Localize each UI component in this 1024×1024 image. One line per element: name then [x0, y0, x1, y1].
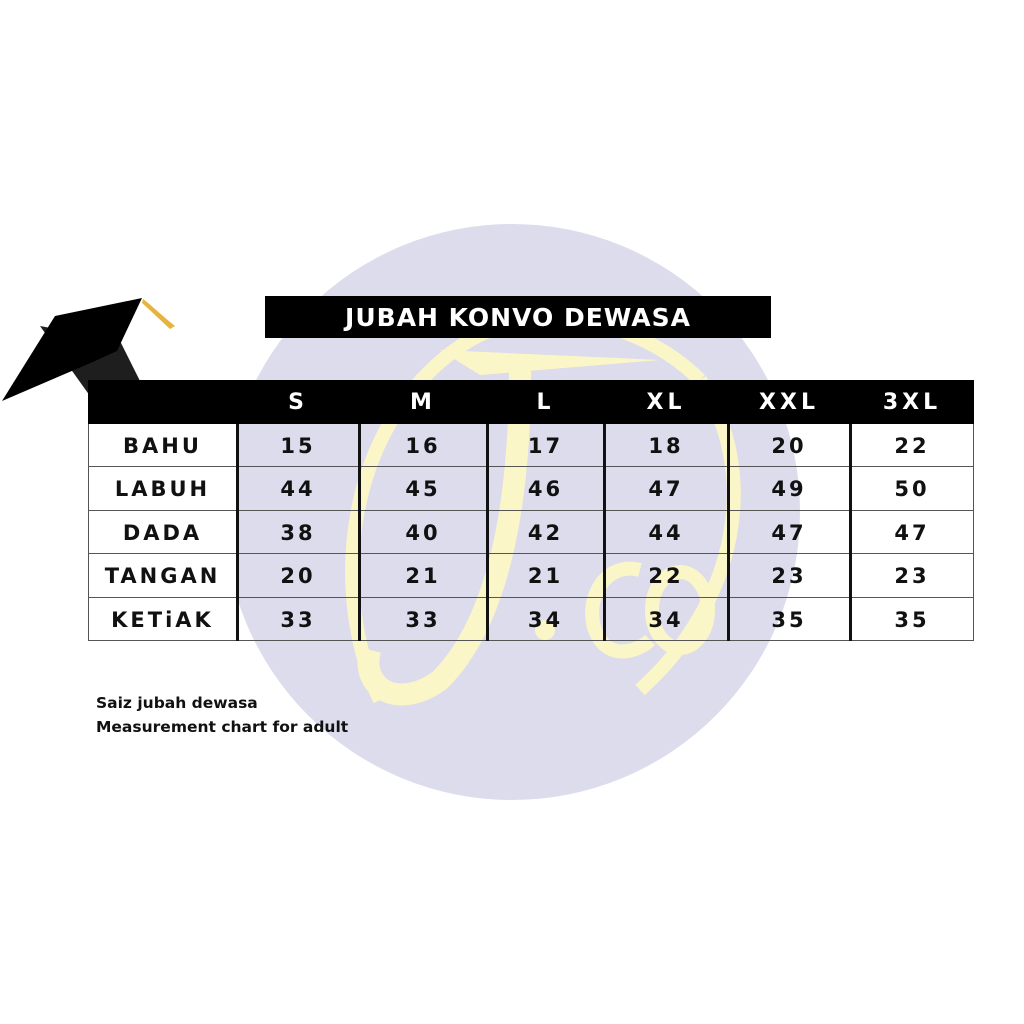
- table-cell: 34: [527, 607, 564, 632]
- table-cell: 22: [894, 434, 930, 458]
- column-header-s: S: [288, 390, 308, 415]
- table-cell: 44: [280, 477, 316, 502]
- row-divider: [88, 553, 974, 555]
- row-label: DADA: [88, 510, 237, 555]
- table-cell: 15: [280, 434, 316, 458]
- table-cell: 34: [648, 607, 684, 632]
- table-cell: 49: [771, 477, 807, 502]
- column-header-xxl: XXL: [759, 390, 819, 415]
- row-divider: [88, 509, 974, 511]
- graduation-cap-icon: [2, 298, 175, 401]
- table-cell: 33: [280, 607, 316, 632]
- table-cell: 23: [894, 564, 930, 589]
- table-cell: 21: [527, 564, 564, 589]
- table-row: TANGAN 20 21 21 22 23 23: [88, 554, 974, 598]
- table-cell: 50: [894, 477, 930, 502]
- table-row: BAHU 15 16 17 18 20 22: [88, 424, 974, 468]
- column-divider: [486, 424, 489, 641]
- table-header: S M L XL XXL 3XL: [88, 380, 974, 424]
- table-cell: 45: [405, 477, 441, 502]
- table-row: KETiAK 33 33 34 34 35 35: [88, 597, 974, 641]
- column-header-3xl: 3XL: [882, 390, 942, 415]
- table-cell: 35: [894, 607, 930, 632]
- table-cell: 42: [527, 520, 564, 545]
- table-cell: 18: [648, 434, 684, 458]
- size-table: BAHU 15 16 17 18 20 22 LABUH 44 45 46 47 49 50 DADA 38 4…: [88, 424, 974, 641]
- row-label: TANGAN: [88, 554, 237, 598]
- row-label: KETiAK: [88, 597, 237, 641]
- row-divider: [88, 596, 974, 598]
- table-cell: 21: [405, 564, 441, 589]
- row-divider: [88, 466, 974, 468]
- table-cell: 38: [280, 520, 316, 545]
- table-border: [88, 424, 89, 641]
- table-border: [973, 424, 974, 641]
- table-row: DADA 38 40 42 44 47 47: [88, 510, 974, 555]
- column-divider: [727, 424, 730, 641]
- table-cell: 47: [771, 520, 807, 545]
- chart-title: JUBAH KONVO DEWASA: [265, 296, 771, 338]
- table-cell: 47: [648, 477, 684, 502]
- table-row: LABUH 44 45 46 47 49 50: [88, 467, 974, 511]
- column-divider: [358, 424, 361, 641]
- table-cell: 44: [648, 520, 684, 545]
- table-cell: 47: [894, 520, 930, 545]
- column-header-m: M: [410, 390, 436, 415]
- row-label: BAHU: [88, 424, 237, 468]
- column-divider: [236, 424, 239, 641]
- table-cell: 40: [405, 520, 441, 545]
- table-cell: 17: [527, 434, 564, 458]
- table-cell: 33: [405, 607, 441, 632]
- table-cell: 20: [280, 564, 316, 589]
- column-divider: [849, 424, 852, 641]
- row-divider: [88, 640, 974, 641]
- column-header-l: L: [536, 390, 555, 415]
- table-cell: 35: [771, 607, 807, 632]
- table-cell: 20: [771, 434, 807, 458]
- row-label: LABUH: [88, 467, 237, 511]
- table-cell: 16: [405, 434, 441, 458]
- table-cell: 23: [771, 564, 807, 589]
- caption-line-1: Saiz jubah dewasa: [96, 694, 258, 712]
- column-divider: [603, 424, 606, 641]
- table-cell: 22: [648, 564, 684, 589]
- caption-line-2: Measurement chart for adult: [96, 718, 349, 736]
- table-cell: 46: [527, 477, 564, 502]
- column-header-xl: XL: [646, 390, 686, 415]
